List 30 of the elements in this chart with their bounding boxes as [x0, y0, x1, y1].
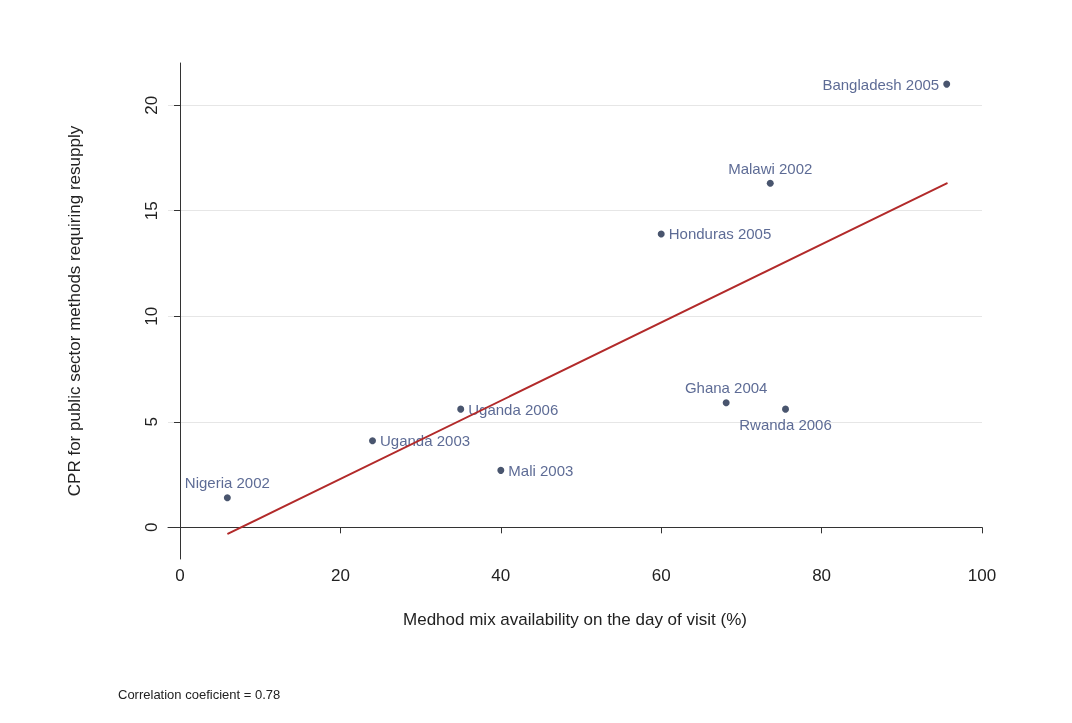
point [782, 405, 790, 413]
data-label: Rwanda 2006 [739, 415, 832, 433]
y-tick-label: 15 [142, 201, 161, 221]
point [369, 437, 376, 445]
y-tick-label: 5 [142, 417, 161, 427]
x-tick-label: 60 [651, 566, 671, 585]
point [457, 405, 465, 413]
y-axis-title: CPR for public sector methods requiring resupply [65, 125, 84, 497]
text: Correlation coeficient = 0.78 [118, 687, 281, 702]
data-label: Ghana 2004 [684, 379, 768, 397]
point [223, 494, 231, 502]
data-label: Bangladesh 2005 [822, 75, 940, 93]
x-tick-label: 0 [175, 566, 185, 585]
point [497, 466, 505, 474]
data-label: Nigeria 2002 [184, 474, 270, 492]
point [722, 399, 730, 407]
point [766, 179, 774, 187]
data-label: Honduras 2005 [668, 225, 772, 243]
data-label: Mali 2003 [508, 461, 574, 479]
point [943, 80, 951, 88]
y-tick-label: 20 [142, 95, 161, 115]
x-axis-title: Medhod mix availability on the day of visit (%) [403, 610, 747, 629]
data-label: Malawi 2002 [728, 159, 813, 177]
y-tick-label: 10 [142, 306, 161, 326]
x-tick-label: 20 [330, 566, 350, 585]
y-tick-label: 0 [142, 522, 161, 533]
x-tick-label: 40 [491, 566, 511, 585]
x-tick-label: 100 [967, 566, 997, 585]
x-tick-label: 80 [812, 566, 832, 585]
point [657, 230, 665, 238]
